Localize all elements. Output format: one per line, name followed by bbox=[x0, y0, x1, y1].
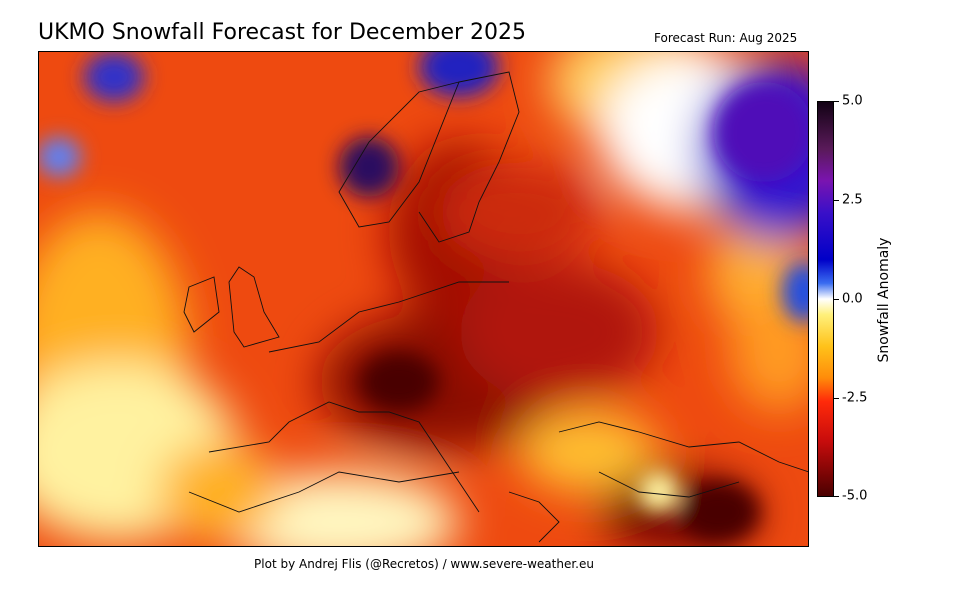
heatmap-field bbox=[39, 52, 808, 546]
colorbar-label: Snowfall Anomaly bbox=[876, 237, 892, 363]
snowfall-anomaly-map bbox=[38, 51, 809, 547]
coastlines bbox=[183, 71, 808, 543]
colorbar-tick-label: 0.0 bbox=[842, 291, 863, 307]
colorbar-tick bbox=[834, 299, 839, 300]
colorbar-tick-label: 5.0 bbox=[842, 93, 863, 109]
colorbar-tick bbox=[834, 398, 839, 399]
colorbar-tick bbox=[834, 101, 839, 102]
colorbar bbox=[817, 101, 834, 497]
chart-title: UKMO Snowfall Forecast for December 2025 bbox=[38, 20, 527, 45]
colorbar-tick bbox=[834, 496, 839, 497]
colorbar-tick-label: -2.5 bbox=[842, 390, 868, 406]
credit-text: Plot by Andrej Flis (@Recretos) / www.se… bbox=[254, 557, 594, 571]
colorbar-tick-label: 2.5 bbox=[842, 192, 863, 208]
colorbar-tick-label: -5.0 bbox=[842, 488, 868, 504]
forecast-run-label: Forecast Run: Aug 2025 bbox=[654, 31, 798, 45]
colorbar-tick bbox=[834, 200, 839, 201]
